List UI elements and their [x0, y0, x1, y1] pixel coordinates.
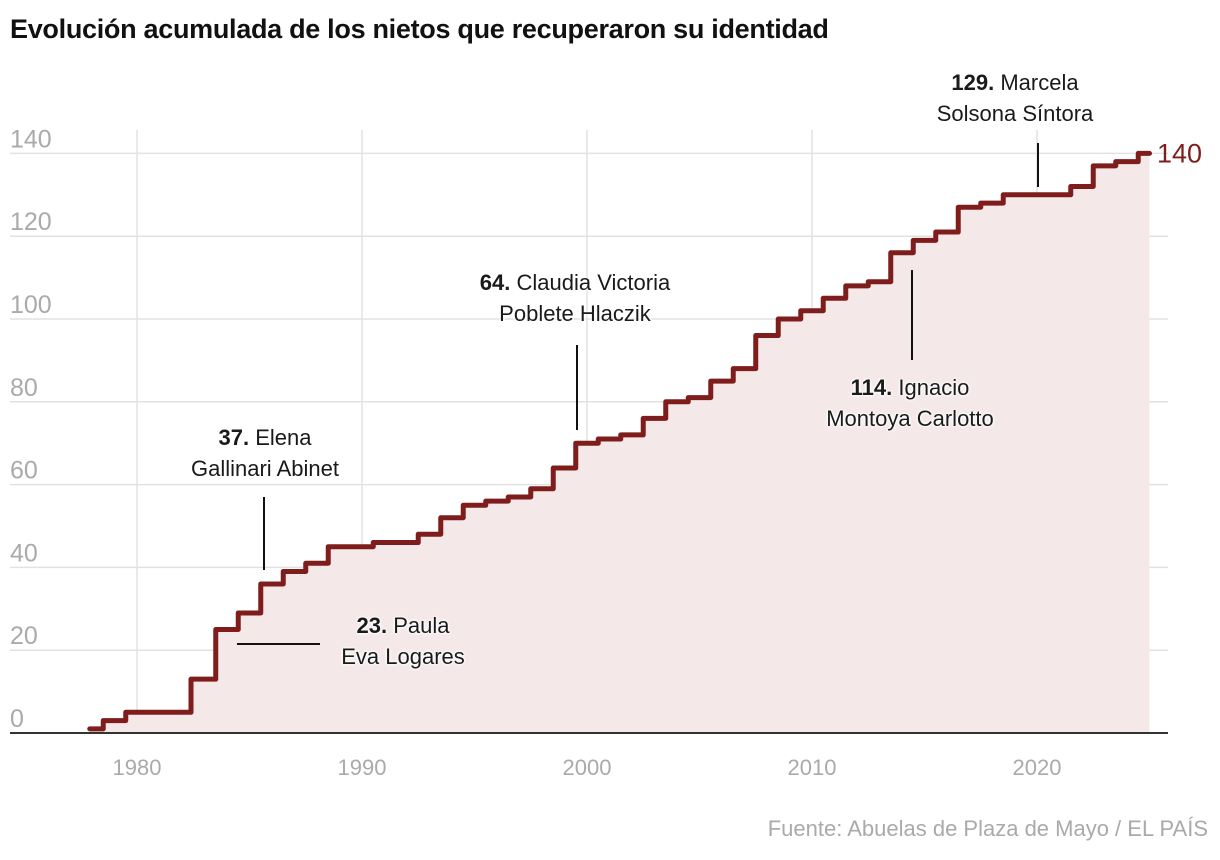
source-note: Fuente: Abuelas de Plaza de Mayo / EL PA… — [767, 816, 1208, 841]
y-tick-label: 80 — [10, 374, 38, 402]
y-tick-label: 60 — [10, 457, 38, 485]
x-tick-label: 2020 — [1013, 755, 1062, 780]
x-tick-label: 1980 — [113, 755, 162, 780]
x-tick-label: 1990 — [338, 755, 387, 780]
y-tick-label: 40 — [10, 539, 38, 567]
end-value-label: 140 — [1157, 138, 1202, 168]
y-tick-label: 140 — [10, 125, 52, 153]
y-tick-label: 100 — [10, 291, 52, 319]
annotation-114: 114. Ignacio Montoya Carlotto — [826, 375, 994, 431]
y-tick-label: 120 — [10, 208, 52, 236]
x-tick-label: 2010 — [788, 755, 837, 780]
y-tick-label: 20 — [10, 622, 38, 650]
annotation-37: 37. Elena Gallinari Abinet — [191, 425, 339, 481]
chart-title: Evolución acumulada de los nietos que re… — [10, 14, 829, 44]
area-fill — [89, 153, 1150, 733]
x-tick-label: 2000 — [563, 755, 612, 780]
annotation-129: 129. Marcela Solsona Síntora — [936, 70, 1094, 126]
series-step-line — [87, 150, 1152, 732]
annotation-64: 64. Claudia Victoria Poblete Hlaczik — [479, 270, 671, 326]
y-tick-label: 0 — [10, 705, 24, 733]
annotation-23: 23. Paula Eva Logares — [341, 613, 465, 669]
